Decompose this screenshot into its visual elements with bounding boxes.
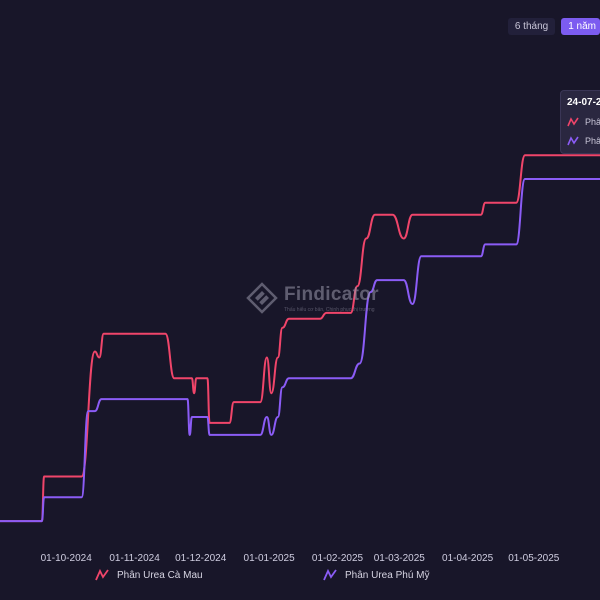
x-tick-label-2: 01-12-2024 bbox=[175, 553, 227, 564]
series-line-1 bbox=[0, 178, 600, 523]
tooltip-label-ca-mau: Phân Urea Cà Mau bbox=[585, 117, 600, 127]
series-line-icon bbox=[323, 568, 337, 581]
watermark-brand: Findicator bbox=[284, 283, 379, 305]
range-6-months-button[interactable]: 6 tháng bbox=[507, 18, 556, 35]
data-tooltip: 24-07-2025 Phân Urea Cà Mau Phân Urea Ph… bbox=[560, 90, 600, 154]
tooltip-row-phu-my: Phân Urea Phú Mỹ bbox=[567, 135, 600, 147]
tooltip-row-ca-mau: Phân Urea Cà Mau bbox=[567, 116, 600, 128]
series-line-icon bbox=[95, 568, 109, 581]
findicator-logo-icon bbox=[246, 282, 278, 314]
x-tick-label-3: 01-01-2025 bbox=[244, 553, 296, 564]
watermark-tagline: Thấu hiểu cơ bản, Chinh phục thị trường bbox=[284, 306, 375, 313]
tooltip-date: 24-07-2025 bbox=[567, 97, 600, 108]
x-tick-label-4: 01-02-2025 bbox=[312, 553, 364, 564]
chart-legend: Phân Urea Cà Mau Phân Urea Phú Mỹ bbox=[0, 568, 600, 588]
range-selector: 6 tháng 1 năm bbox=[507, 18, 600, 35]
tooltip-label-phu-my: Phân Urea Phú Mỹ bbox=[585, 136, 600, 146]
watermark: Findicator Thấu hiểu cơ bản, Chinh phục … bbox=[246, 282, 379, 314]
x-tick-label-5: 01-03-2025 bbox=[374, 553, 426, 564]
x-tick-label-0: 01-10-2024 bbox=[41, 553, 93, 564]
x-tick-label-6: 01-04-2025 bbox=[442, 553, 494, 564]
legend-label-phu-my: Phân Urea Phú Mỹ bbox=[345, 569, 430, 581]
series-layer bbox=[0, 154, 600, 523]
x-tick-label-7: 01-05-2025 bbox=[508, 553, 560, 564]
legend-item-ca-mau[interactable]: Phân Urea Cà Mau bbox=[95, 568, 203, 582]
legend-item-phu-my[interactable]: Phân Urea Phú Mỹ bbox=[323, 568, 430, 582]
x-axis: 01-10-2024 01-11-2024 01-12-2024 01-01-2025… bbox=[41, 553, 560, 564]
range-1-year-button[interactable]: 1 năm bbox=[561, 18, 600, 35]
x-tick-label-1: 01-11-2024 bbox=[109, 553, 160, 564]
series-line-icon bbox=[567, 136, 579, 146]
series-line-0 bbox=[0, 154, 600, 523]
legend-label-ca-mau: Phân Urea Cà Mau bbox=[117, 569, 203, 581]
series-line-icon bbox=[567, 117, 579, 127]
